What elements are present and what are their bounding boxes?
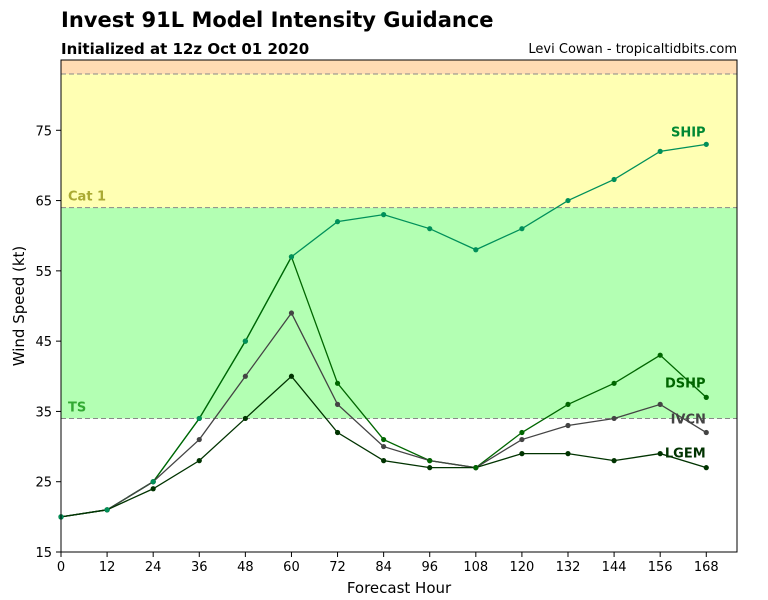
data-point-ship (242, 338, 248, 344)
data-point-ship (611, 176, 617, 183)
y-tick-label: 35 (35, 405, 52, 420)
data-point-ship (703, 141, 709, 147)
data-point-lgem (703, 465, 709, 471)
series-label-ship: SHIP (671, 125, 706, 140)
x-tick-label: 144 (602, 560, 627, 575)
plot-frame (60, 59, 738, 553)
x-tick-label: 96 (421, 560, 438, 575)
data-point-dshp (657, 352, 663, 358)
data-point-dshp (334, 380, 341, 386)
data-point-ship (473, 247, 479, 253)
x-tick-label: 24 (145, 560, 162, 575)
data-point-lgem (150, 486, 156, 492)
y-tick-label: 15 (35, 546, 52, 561)
x-tick-label: 12 (99, 560, 116, 575)
band-label-1: TS (68, 400, 86, 415)
data-point-ship (565, 197, 571, 204)
x-tick-label: 132 (556, 560, 581, 575)
intensity-band-0 (61, 418, 737, 552)
data-point-ivcn (657, 401, 663, 407)
data-point-lgem (519, 451, 525, 457)
intensity-band-3 (61, 60, 737, 75)
data-point-ivcn (703, 429, 709, 436)
chart-title: Invest 91L Model Intensity Guidance (61, 8, 494, 32)
y-tick-label: 55 (35, 265, 52, 280)
data-point-ivcn (565, 422, 571, 429)
data-point-lgem (288, 373, 295, 379)
data-point-dshp (519, 429, 525, 436)
x-tick-label: 168 (694, 560, 719, 575)
y-axis-label: Wind Speed (kt) (10, 246, 28, 367)
data-point-ivcn (196, 436, 202, 443)
data-point-lgem (611, 458, 617, 464)
data-point-lgem (381, 458, 387, 464)
data-point-ship (150, 479, 156, 485)
data-point-ivcn (288, 310, 295, 316)
data-point-ivcn (381, 443, 387, 450)
y-tick-label: 75 (35, 124, 52, 139)
x-axis-label: Forecast Hour (347, 579, 452, 597)
data-point-dshp (703, 394, 709, 400)
data-point-lgem (657, 451, 663, 457)
chart-credit: Levi Cowan - tropicaltidbits.com (528, 42, 737, 57)
data-point-ivcn (611, 415, 617, 422)
x-tick-label: 84 (375, 560, 392, 575)
data-point-lgem (334, 429, 341, 436)
data-point-dshp (473, 465, 479, 471)
data-point-dshp (381, 436, 387, 443)
x-tick-label: 108 (463, 560, 488, 575)
data-point-ship (288, 254, 295, 260)
x-tick-label: 60 (283, 560, 300, 575)
data-point-dshp (565, 401, 571, 407)
data-point-ship (196, 415, 202, 422)
x-tick-label: 72 (329, 560, 346, 575)
x-tick-label: 48 (237, 560, 254, 575)
data-point-lgem (427, 465, 433, 471)
y-tick-label: 65 (35, 195, 52, 210)
intensity-band-2 (61, 74, 737, 208)
data-point-ivcn (519, 436, 525, 443)
series-label-dshp: DSHP (665, 376, 706, 391)
data-point-lgem (242, 415, 248, 422)
y-tick-label: 45 (35, 335, 52, 350)
data-point-ivcn (334, 401, 341, 407)
data-point-ship (104, 507, 110, 513)
intensity-band-1 (61, 207, 737, 419)
data-point-dshp (427, 458, 433, 464)
data-point-ship (334, 219, 341, 225)
data-point-ivcn (242, 373, 248, 379)
x-tick-label: 156 (648, 560, 673, 575)
data-point-lgem (196, 458, 202, 464)
x-tick-label: 36 (191, 560, 208, 575)
data-point-dshp (611, 380, 617, 386)
data-point-ship (427, 226, 433, 232)
data-point-lgem (565, 451, 571, 457)
band-label-2: Cat 1 (68, 190, 106, 205)
series-label-ivcn: IVCN (671, 413, 706, 428)
series-label-lgem: LGEM (665, 447, 706, 462)
y-tick-label: 25 (35, 476, 52, 491)
x-tick-label: 0 (57, 560, 65, 575)
data-point-ship (657, 148, 663, 154)
data-point-ship (381, 212, 387, 218)
data-point-ship (519, 226, 525, 232)
x-tick-label: 120 (509, 560, 534, 575)
chart-subtitle: Initialized at 12z Oct 01 2020 (61, 40, 310, 58)
